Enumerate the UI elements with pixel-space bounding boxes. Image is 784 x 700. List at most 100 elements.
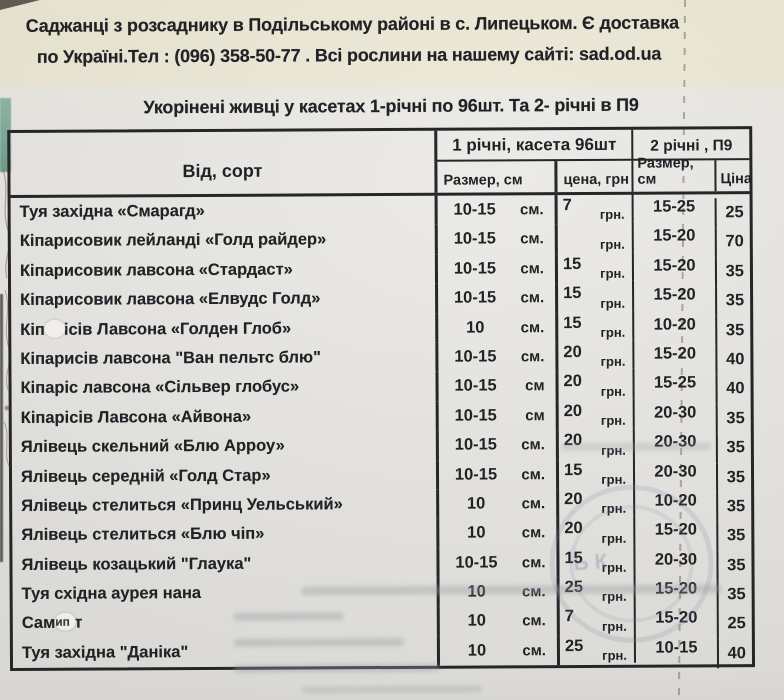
unit-label: см. bbox=[522, 642, 546, 660]
ink-blot: ип bbox=[54, 613, 76, 632]
species-cell: Кіпаріс лавсона «Сільвер глобус» bbox=[20, 377, 300, 398]
subheader-price-2yr: Ціна bbox=[714, 160, 752, 192]
unit-label: см. bbox=[521, 465, 546, 483]
species-cell: Кіпарисовик лавсона «Стардаст» bbox=[19, 260, 293, 280]
price-value: 15 bbox=[562, 254, 582, 273]
price-2yr-cell: 35 bbox=[715, 433, 751, 463]
price-1yr-cell: 7 грн. bbox=[554, 194, 632, 225]
size-2yr-cell: 15-20 bbox=[632, 280, 716, 311]
size-value: 10 bbox=[467, 641, 487, 660]
table-rows: Туя західна «Смарагд» 10-15 см. 7 грн. 15-25 2… bbox=[11, 192, 753, 669]
size-value: 10 bbox=[466, 318, 485, 337]
species-cell: Ялівець середній «Голд Стар» bbox=[20, 466, 271, 486]
price-2yr-cell: 35 bbox=[715, 315, 751, 346]
size-1yr-cell: 10-15 см. bbox=[435, 342, 556, 373]
species-cell: Ялівець скельний «Блю Арроу» bbox=[20, 436, 285, 457]
price-1yr-cell: 15 грн. bbox=[554, 253, 633, 284]
size-value: 10-15 bbox=[453, 229, 496, 249]
table-header: Від, сорт 1 річні, касета 96шт 2 річні ,… bbox=[10, 129, 752, 198]
price-value: 20 bbox=[563, 372, 582, 391]
species-cell: Кіп ісів Лавсона «Голден Глоб» bbox=[20, 319, 292, 339]
currency-label: грн. bbox=[602, 648, 628, 664]
currency-label: грн. bbox=[600, 412, 626, 429]
header-line-1: Саджанці з розсаднику в Подільському рай… bbox=[25, 12, 680, 36]
unit-label: см. bbox=[520, 348, 545, 366]
price-2yr-cell: 35 bbox=[716, 580, 752, 610]
size-2yr-cell: 20-30 bbox=[632, 456, 717, 487]
size-2yr-cell: 20-30 bbox=[633, 544, 717, 575]
price-value: 20 bbox=[564, 489, 583, 509]
species-cell: Сам ип т bbox=[13, 607, 437, 639]
price-value: 25 bbox=[564, 636, 584, 655]
unit-label: см. bbox=[522, 612, 546, 630]
table-title: Укорінені живці у касетах 1-річні по 96ш… bbox=[143, 94, 639, 118]
left-margin-teal-strip bbox=[0, 98, 11, 172]
unit-label: см. bbox=[521, 436, 545, 454]
size-1yr-cell: 10 см. bbox=[436, 577, 557, 608]
size-1yr-cell: 10 см. bbox=[436, 489, 557, 520]
price-value: 20 bbox=[563, 431, 583, 450]
currency-label: грн. bbox=[601, 589, 627, 605]
size-1yr-cell: 10 см. bbox=[436, 518, 557, 549]
species-cell: Ялівець стелиться «Блю чіп» bbox=[21, 524, 265, 545]
size-2yr-cell: 20-30 bbox=[632, 398, 716, 428]
currency-label: грн. bbox=[601, 530, 627, 546]
table-row: Туя західна "Даніка" 10 см. 25 грн. 10-15 40 bbox=[13, 633, 753, 669]
size-value: 10-15 bbox=[453, 200, 496, 219]
unit-label: см. bbox=[520, 230, 544, 248]
species-cell: Кіпарисовик лавсона «Елвудс Голд» bbox=[20, 289, 321, 310]
price-2yr-cell: 25 bbox=[716, 609, 752, 640]
unit-label: см. bbox=[519, 201, 544, 219]
price-2yr-cell: 35 bbox=[714, 256, 751, 287]
size-2yr-cell: 15-25 bbox=[632, 368, 716, 399]
price-1yr-cell: 20 грн. bbox=[555, 371, 633, 401]
price-1yr-cell: 7 грн. bbox=[556, 606, 634, 637]
price-2yr-cell: 40 bbox=[715, 345, 751, 375]
currency-label: грн. bbox=[600, 324, 626, 340]
species-column-header: Від, сорт bbox=[182, 160, 263, 181]
size-value: 10-15 bbox=[453, 259, 497, 278]
price-value: 20 bbox=[564, 519, 583, 538]
subheader-size-2yr: Размер, см bbox=[631, 155, 715, 192]
currency-label: грн. bbox=[601, 442, 626, 458]
price-1yr-cell: 20 грн. bbox=[555, 429, 633, 460]
unit-label: см. bbox=[521, 524, 546, 542]
species-cell: Кіпарисів лавсона "Ван пельтс блю" bbox=[20, 348, 321, 368]
subheader-size-1yr: Размер, см bbox=[434, 161, 555, 193]
price-value: 20 bbox=[563, 401, 583, 420]
species-cell: Туя східна аурея нана bbox=[21, 584, 202, 604]
price-value: 15 bbox=[563, 313, 582, 332]
price-2yr-cell: 70 bbox=[714, 227, 750, 258]
size-value: 10 bbox=[467, 611, 487, 631]
price-1yr-cell: грн. bbox=[554, 224, 632, 254]
ink-blot bbox=[43, 319, 65, 338]
price-1yr-cell: 15 грн. bbox=[556, 547, 634, 578]
group-header-1yr: 1 річні, касета 96шт bbox=[434, 129, 632, 162]
size-value: 10 bbox=[466, 494, 486, 513]
species-cell: Ялівець козацький "Глаука" bbox=[21, 554, 252, 574]
price-table: Від, сорт 1 річні, касета 96шт 2 річні ,… bbox=[7, 126, 756, 672]
size-2yr-cell: 15-20 bbox=[631, 221, 715, 252]
price-1yr-cell: 25 грн. bbox=[556, 635, 635, 666]
size-value: 10-15 bbox=[455, 553, 498, 572]
price-1yr-cell: 20 грн. bbox=[556, 518, 634, 548]
unit-label: см. bbox=[521, 553, 546, 572]
currency-label: грн. bbox=[599, 236, 625, 252]
size-2yr-cell: 15-20 bbox=[633, 515, 717, 546]
price-2yr-cell: 35 bbox=[716, 521, 752, 552]
size-1yr-cell: 10-15 см bbox=[435, 371, 556, 402]
size-2yr-cell: 15-20 bbox=[633, 603, 717, 634]
size-1yr-cell: 10-15 см. bbox=[434, 195, 555, 226]
unit-label: см bbox=[525, 377, 545, 395]
unit-label: см. bbox=[521, 495, 546, 513]
price-value: 15 bbox=[564, 548, 583, 567]
size-2yr-cell: 10-15 bbox=[633, 633, 718, 664]
price-2yr-cell: 25 bbox=[714, 198, 750, 228]
size-1yr-cell: 10-15 см. bbox=[434, 224, 555, 255]
size-2yr-cell: 10-20 bbox=[632, 309, 716, 340]
pen-scribble-marks bbox=[2, 169, 11, 467]
size-1yr-cell: 10 см. bbox=[435, 312, 556, 343]
size-1yr-cell: 10-15 см. bbox=[435, 459, 557, 490]
size-1yr-cell: 10-15 см bbox=[435, 400, 556, 431]
